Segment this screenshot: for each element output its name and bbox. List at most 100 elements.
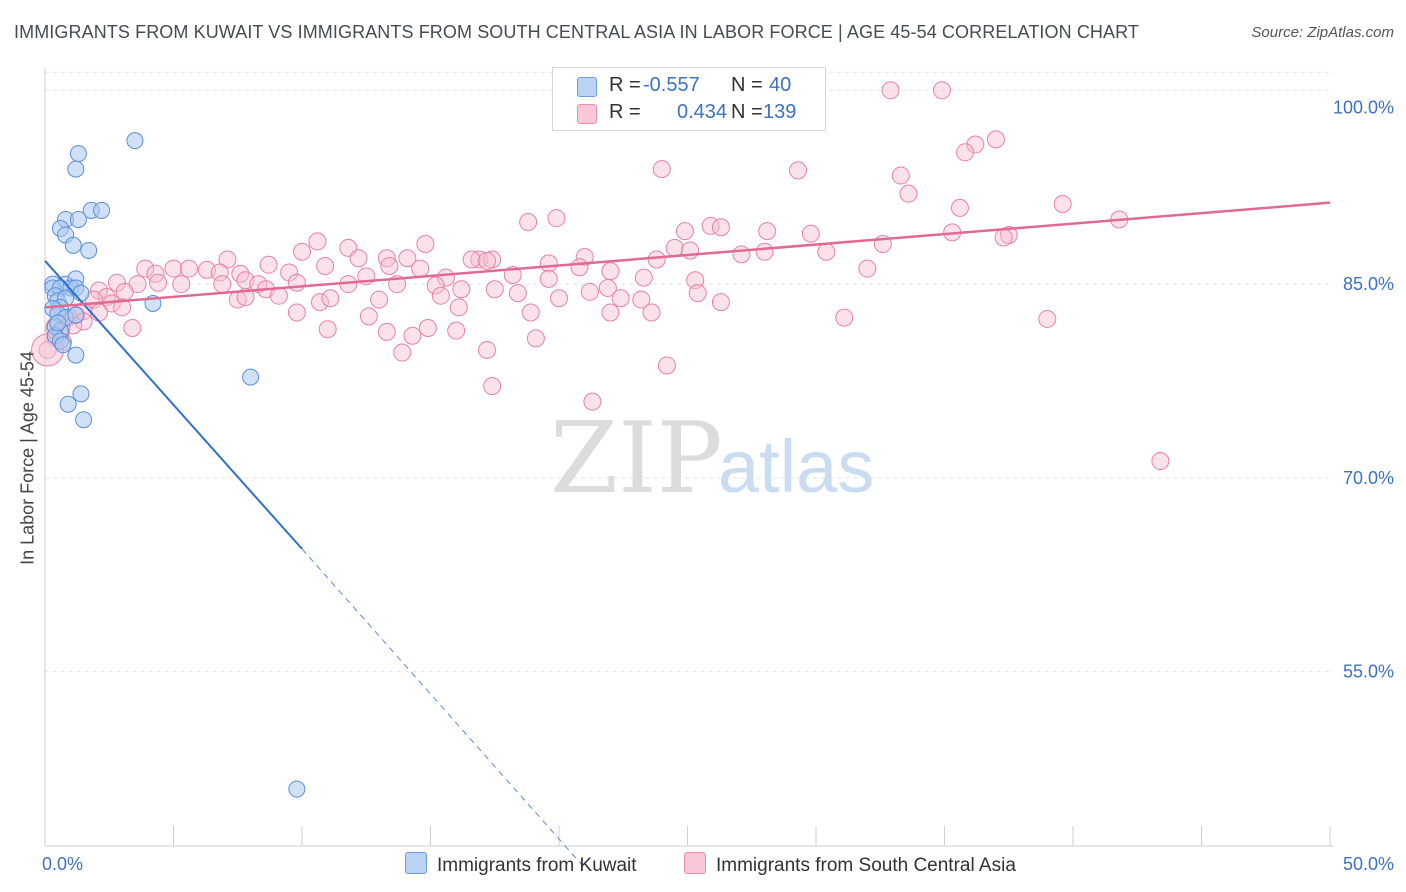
source-site: ZipAtlas.com	[1307, 24, 1394, 41]
data-point	[411, 259, 430, 278]
data-point	[932, 81, 951, 100]
data-point	[665, 238, 684, 257]
data-point	[403, 326, 422, 345]
data-point	[89, 303, 108, 322]
data-point	[107, 273, 126, 292]
data-point	[508, 284, 527, 303]
data-point	[956, 143, 975, 162]
data-point	[49, 314, 67, 332]
data-point	[1151, 452, 1170, 471]
legend-n-label: N =	[731, 101, 763, 123]
data-point	[280, 263, 299, 282]
data-point	[470, 250, 489, 269]
data-point	[835, 308, 854, 327]
data-point	[634, 268, 653, 287]
data-point	[236, 287, 255, 306]
bottom-legend-swatch-pink	[684, 852, 706, 874]
source-credit: Source: ZipAtlas.com	[1251, 24, 1394, 41]
data-point	[601, 303, 620, 322]
data-point	[179, 259, 198, 278]
data-point	[539, 269, 558, 288]
data-point	[318, 320, 337, 339]
legend-swatch-blue	[577, 77, 597, 97]
data-point	[817, 242, 836, 261]
data-point	[652, 160, 671, 179]
data-point	[485, 280, 504, 299]
data-point	[380, 256, 399, 275]
data-point	[899, 184, 918, 203]
data-point	[398, 249, 417, 268]
data-point	[67, 306, 85, 324]
bottom-legend-south-central-asia[interactable]: Immigrants from South Central Asia	[684, 852, 1016, 877]
data-point	[789, 161, 808, 180]
legend-n-label: N =	[731, 74, 763, 96]
y-tick-label: 55.0%	[1343, 662, 1394, 682]
data-point	[136, 259, 155, 278]
data-point	[164, 259, 183, 278]
data-point	[72, 284, 90, 302]
data-point	[755, 242, 774, 261]
data-point	[632, 290, 651, 309]
data-point	[172, 275, 191, 294]
data-point	[293, 242, 311, 261]
tick-labels: 100.0% 85.0% 70.0% 55.0% 0.0% 50.0%	[42, 97, 1394, 874]
data-point	[316, 256, 335, 275]
data-point	[801, 224, 820, 243]
data-point	[287, 273, 306, 292]
trendline-south-central-asia	[44, 201, 1331, 309]
data-point	[418, 318, 437, 337]
axes	[44, 68, 1334, 847]
data-point	[287, 303, 306, 322]
legend-n-value: 139	[763, 101, 797, 123]
data-point	[478, 251, 497, 270]
y-tick-label: 100.0%	[1333, 97, 1394, 117]
legend-r-value: 0.434	[677, 101, 728, 123]
data-point	[393, 343, 412, 362]
data-point	[881, 81, 900, 100]
data-point	[966, 135, 985, 154]
data-point	[370, 290, 389, 309]
legend-r-label: R =	[609, 101, 641, 123]
bottom-legend-sca-label: Immigrants from South Central Asia	[716, 855, 1016, 876]
data-point	[210, 263, 229, 282]
data-point	[259, 255, 278, 274]
data-point	[711, 293, 730, 312]
bottom-legend-kuwait-label: Immigrants from Kuwait	[437, 855, 637, 876]
data-point	[75, 411, 93, 429]
data-point	[149, 273, 168, 292]
watermark-atlas: atlas	[718, 425, 874, 508]
watermark-zip: ZIP	[550, 402, 723, 516]
data-point	[891, 166, 910, 185]
data-point	[539, 254, 558, 273]
data-point	[72, 385, 90, 403]
source-label: Source:	[1251, 24, 1304, 41]
data-point	[858, 259, 877, 278]
data-point	[526, 329, 545, 348]
data-point	[67, 160, 85, 178]
bottom-legend-kuwait[interactable]: Immigrants from Kuwait	[405, 852, 637, 877]
data-point	[54, 336, 72, 354]
data-point	[1038, 309, 1057, 328]
data-point	[64, 236, 82, 254]
legend-n-value: 40	[769, 74, 792, 96]
data-point	[308, 232, 327, 251]
data-point	[1053, 194, 1072, 213]
legend-r-value: -0.557	[643, 74, 700, 96]
data-point	[657, 356, 676, 375]
data-point	[711, 218, 730, 237]
data-point	[583, 392, 602, 411]
data-point	[242, 368, 260, 386]
data-point	[994, 228, 1013, 247]
data-point	[950, 198, 969, 217]
data-point	[67, 346, 85, 364]
data-point	[89, 281, 108, 300]
data-point	[69, 145, 87, 163]
data-point	[431, 286, 450, 305]
data-point	[575, 247, 594, 266]
data-point	[359, 307, 378, 326]
kuwait-points	[44, 132, 306, 798]
data-point	[213, 275, 232, 294]
y-axis-label: In Labor Force | Age 45-54	[17, 351, 38, 565]
data-point	[452, 280, 471, 299]
